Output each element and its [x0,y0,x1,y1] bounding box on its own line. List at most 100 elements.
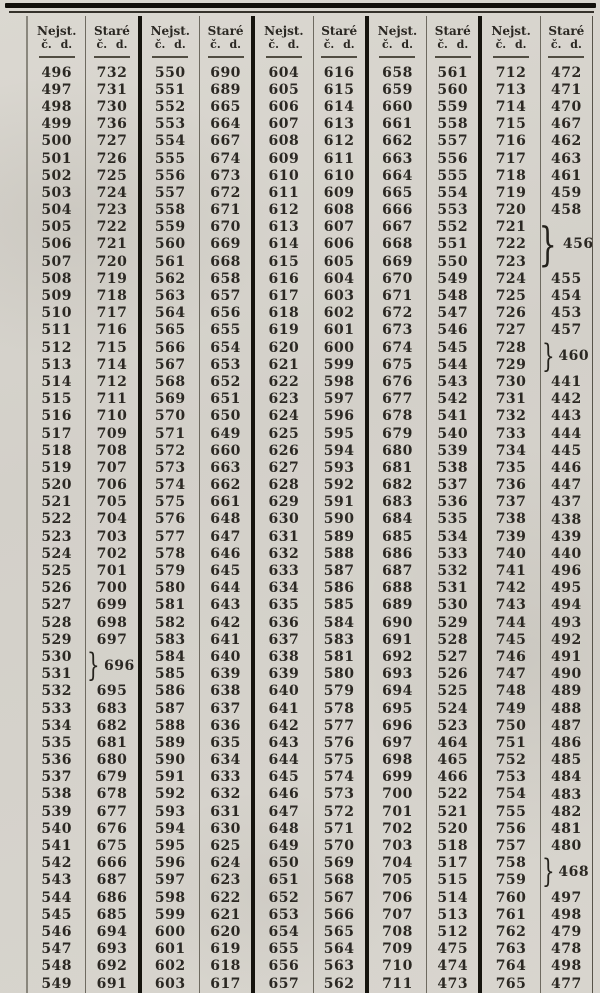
old-number-cell: 552 [437,219,469,236]
new-number-cell: 691 [382,631,413,648]
old-number-cell: 490 [550,666,582,683]
old-number-cell: 613 [323,116,355,133]
new-number-column: 712 713 714 715 716 717 718 719 720 721 722 723 724 7… [482,64,539,993]
old-number-cell: 653 [210,356,241,373]
new-number-cell: 529 [41,631,73,648]
new-number-cell: 545 [41,906,73,923]
old-number-cell: 566 [323,906,355,923]
new-number-cell: 679 [382,425,413,442]
old-number-cell: 494 [550,597,582,614]
old-number-cell: 488 [550,700,582,717]
new-number-cell: 584 [154,648,186,665]
old-number-cell: 473 [437,975,469,992]
old-number-cell: 655 [210,322,241,339]
old-number-cell: 472 [550,64,582,81]
old-number-cell: 687 [96,872,128,889]
old-number-cell: 479 [550,924,582,941]
new-number-cell: 638 [268,648,300,665]
old-number-cell: 587 [323,563,355,580]
old-number-cell: 666 [96,855,128,872]
old-number-cell: 570 [323,838,355,855]
old-number-cell: 446 [550,459,582,476]
new-number-cell: 579 [154,563,186,580]
old-number-cell: 478 [550,941,582,958]
header-unit-label: č. d. [96,38,128,52]
brace-icon: } [87,646,101,685]
old-number-cell: 725 [96,167,128,184]
new-number-cell: 738 [495,511,527,528]
new-number-cell: 697 [382,734,413,751]
new-number-cell: 689 [382,597,413,614]
new-number-cell: 631 [268,528,300,545]
header-unit-label: č. d. [210,38,242,52]
old-number-cell: 540 [437,425,469,442]
old-number-cell: 461 [550,167,582,184]
new-number-cell: 730 [495,373,527,390]
old-number-cell: 459 [550,184,582,201]
new-number-cell: 665 [382,184,413,201]
header-unit-label: č. d. [323,38,355,52]
old-number-column: 732 731 730 736 727 726 725 724 723 722 721 720 719 7… [85,64,137,993]
old-number-cell: 526 [437,666,469,683]
old-number-cell: 646 [210,545,241,562]
new-number-cell: 709 [382,941,413,958]
new-number-cell: 553 [154,116,186,133]
new-number-cell: 648 [268,820,300,837]
new-number-cell: 502 [41,167,73,184]
old-number-cell: 615 [323,81,355,98]
old-number-cell: 695 [96,683,128,700]
new-number-cell: 526 [41,580,73,597]
new-number-cell: 562 [154,270,186,287]
old-number-cell: 707 [96,459,128,476]
old-number-cell: 480 [550,838,582,855]
new-number-cell: 507 [41,253,73,270]
old-number-cell: 622 [210,889,241,906]
old-number-cell: 518 [437,838,469,855]
old-number-cell: 701 [96,563,128,580]
column-pair-2: Nejst. č. d. Staré č. d. 550 551 552 553 554… [137,16,252,993]
new-number-cell: 566 [154,339,186,356]
old-number-cell: 577 [323,717,355,734]
new-number-cell: 561 [154,253,186,270]
old-number-cell: 453 [550,305,582,322]
new-number-cell: 751 [495,734,527,751]
old-number-cell: 585 [323,597,355,614]
old-number-cell: 650 [210,408,241,425]
old-number-cell: 534 [437,528,469,545]
new-number-cell: 700 [382,786,413,803]
old-number-cell: 489 [550,683,582,700]
new-number-cell: 512 [41,339,73,356]
new-number-cell: 662 [382,133,413,150]
old-number-cell: 482 [550,803,582,820]
old-number-cell: 669 [210,236,241,253]
old-number-cell: 466 [437,769,469,786]
new-number-cell: 753 [495,769,527,786]
new-number-cell: 629 [268,494,300,511]
old-number-cell: 438 [550,511,582,528]
new-number-cell: 649 [268,838,300,855]
old-number-cell: 553 [437,202,469,219]
new-number-cell: 525 [41,563,73,580]
new-number-cell: 595 [154,838,186,855]
new-number-cell: 672 [382,305,413,322]
new-number-cell: 718 [495,167,527,184]
old-number-cell: 568 [323,872,355,889]
house-number-conversion-table: Nejst. č. d. Staré č. d. 496 497 498 499 500… [26,16,593,993]
new-number-cell: 723 [495,253,527,270]
old-number-cell: 492 [550,631,582,648]
old-number-cell: 474 [437,958,469,975]
old-number-column: 472 471 470 467 462 463 461 459 458} 456 455 454 453… [539,64,592,993]
new-number-cell: 547 [41,941,73,958]
old-number-cell: 590 [323,511,355,528]
new-number-cell: 593 [154,803,186,820]
new-number-cell: 724 [495,270,527,287]
new-number-cell: 740 [495,545,527,562]
old-number-cell: 574 [323,769,355,786]
old-number-cell: 658 [210,270,241,287]
new-number-cell: 557 [154,184,186,201]
old-number-cell: 530 [437,597,469,614]
old-number-cell: 569 [323,855,355,872]
pair-body: 550 551 552 553 554 555 556 557 558 559 560 561 562 5… [142,64,252,993]
old-number-cell: 680 [96,752,128,769]
new-number-cell: 570 [154,408,186,425]
